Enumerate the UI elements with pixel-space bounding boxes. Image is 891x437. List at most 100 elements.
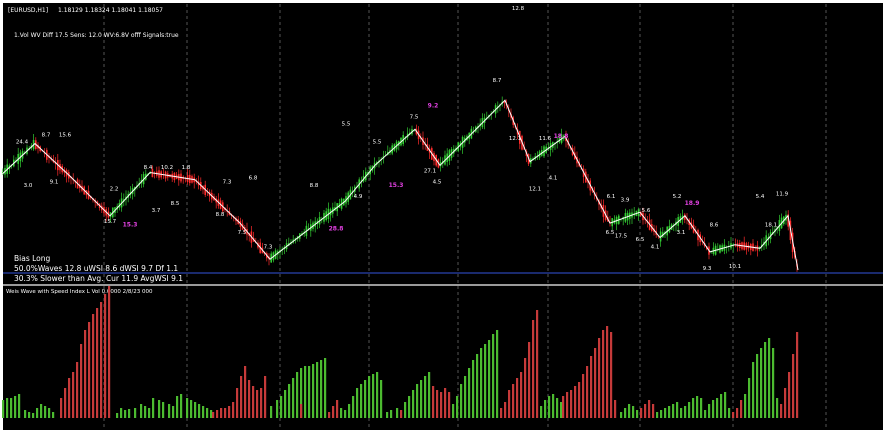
volume-bar <box>328 412 331 418</box>
volume-bar <box>500 408 503 418</box>
wave-label: 18.8 <box>554 133 569 140</box>
candle-body <box>503 101 506 103</box>
volume-bar <box>712 400 715 418</box>
volume-bar <box>664 408 667 418</box>
volume-bar <box>300 368 303 418</box>
volume-bar <box>484 344 487 418</box>
wave-label: 10.2 <box>161 165 173 171</box>
volume-bar <box>44 406 47 418</box>
volume-bar <box>104 294 107 418</box>
volume-bar <box>48 408 51 418</box>
volume-bar <box>660 410 663 418</box>
volume-bar <box>372 374 375 418</box>
wave-label: 8.8 <box>216 212 225 218</box>
volume-bar <box>480 348 483 418</box>
volume-bar <box>784 388 787 418</box>
volume-bar <box>520 372 523 418</box>
bias-text: Bias Long <box>14 254 51 263</box>
volume-bar <box>796 332 799 418</box>
volume-bar <box>2 400 5 418</box>
volume-bar <box>256 390 259 418</box>
volume-bar <box>24 410 27 418</box>
volume-bar <box>692 398 695 418</box>
wave-label: 6.1 <box>607 194 616 200</box>
volume-bar <box>548 396 551 418</box>
indicator-params: 1.Vol WV Diff 17.5 Sens: 12.0 WV:6.8V of… <box>14 32 179 39</box>
wave-label: 8.7 <box>493 78 502 84</box>
wave-label: 4.1 <box>651 244 660 250</box>
volume-bar <box>376 372 379 418</box>
volume-bar <box>356 388 359 418</box>
volume-bar <box>424 376 427 418</box>
volume-bar <box>68 378 71 418</box>
wave-label: 4.5 <box>433 179 442 185</box>
wave-labels: 24.4 3.0 8.7 9.1 15.6 2.2 15.7 15.3 8.4 3.7 10.2 8.… <box>16 6 789 272</box>
volume-bar <box>264 376 267 418</box>
volume-bar <box>610 332 613 418</box>
volume-bar <box>640 408 643 418</box>
volume-bar <box>700 398 703 418</box>
candle-body <box>758 247 761 249</box>
volume-bar <box>344 410 347 418</box>
volume-bar <box>574 386 577 418</box>
volume-bar <box>320 360 323 418</box>
volume-bar <box>772 348 775 418</box>
volume-bar <box>270 406 273 418</box>
volume-bar <box>340 408 343 418</box>
volume-bar <box>380 380 383 418</box>
wave-label: 3.0 <box>24 183 33 189</box>
volume-bar <box>220 408 223 418</box>
volume-bar <box>40 404 43 418</box>
chart-background <box>3 3 883 430</box>
volume-bar <box>140 404 143 418</box>
volume-bar <box>364 380 367 418</box>
wave-label: 9.2 <box>428 103 439 110</box>
wave-label: 7.5 <box>410 114 419 120</box>
volume-bar <box>720 394 723 418</box>
volume-bar <box>668 406 671 418</box>
volume-bar <box>148 408 151 418</box>
volume-bar <box>716 398 719 418</box>
volume-bar <box>32 413 35 418</box>
volume-bar <box>708 404 711 418</box>
wave-label: 8.5 <box>171 201 180 207</box>
volume-bar <box>688 402 691 418</box>
wave-label: 9.1 <box>50 179 59 185</box>
volume-bar <box>248 380 251 418</box>
volume-bar <box>336 400 339 418</box>
volume-bar <box>644 404 647 418</box>
volume-bar <box>76 362 79 418</box>
wave-label: 3.1 <box>677 230 686 236</box>
wave-label: 27.1 <box>424 169 436 175</box>
volume-bar <box>472 360 475 418</box>
volume-bar <box>212 412 215 418</box>
volume-bar <box>92 314 95 418</box>
volume-bar <box>252 386 255 418</box>
volume-bar <box>152 398 155 418</box>
volume-bar <box>312 364 315 418</box>
volume-bar <box>14 396 17 418</box>
volume-bar <box>216 410 219 418</box>
volume-bar <box>80 344 83 418</box>
wave-label: 7.3 <box>223 179 232 185</box>
wave-label: 6.8 <box>249 176 258 182</box>
wave-label: 5.6 <box>642 208 651 214</box>
volume-bar <box>408 396 411 418</box>
volume-bar <box>396 408 399 418</box>
volume-bar <box>324 358 327 418</box>
wave-label: 4.9 <box>354 194 363 200</box>
volume-bar <box>696 396 699 418</box>
volume-bar <box>456 396 459 418</box>
volume-bar <box>108 286 111 418</box>
volume-bar <box>566 392 569 418</box>
candle-body <box>787 214 789 227</box>
volume-bar <box>476 354 479 418</box>
volume-bar <box>586 366 589 418</box>
volume-bar <box>736 408 739 418</box>
volume-bar <box>614 400 617 418</box>
volume-bar <box>128 409 131 418</box>
volume-bar <box>416 384 419 418</box>
volume-bar <box>172 406 175 418</box>
